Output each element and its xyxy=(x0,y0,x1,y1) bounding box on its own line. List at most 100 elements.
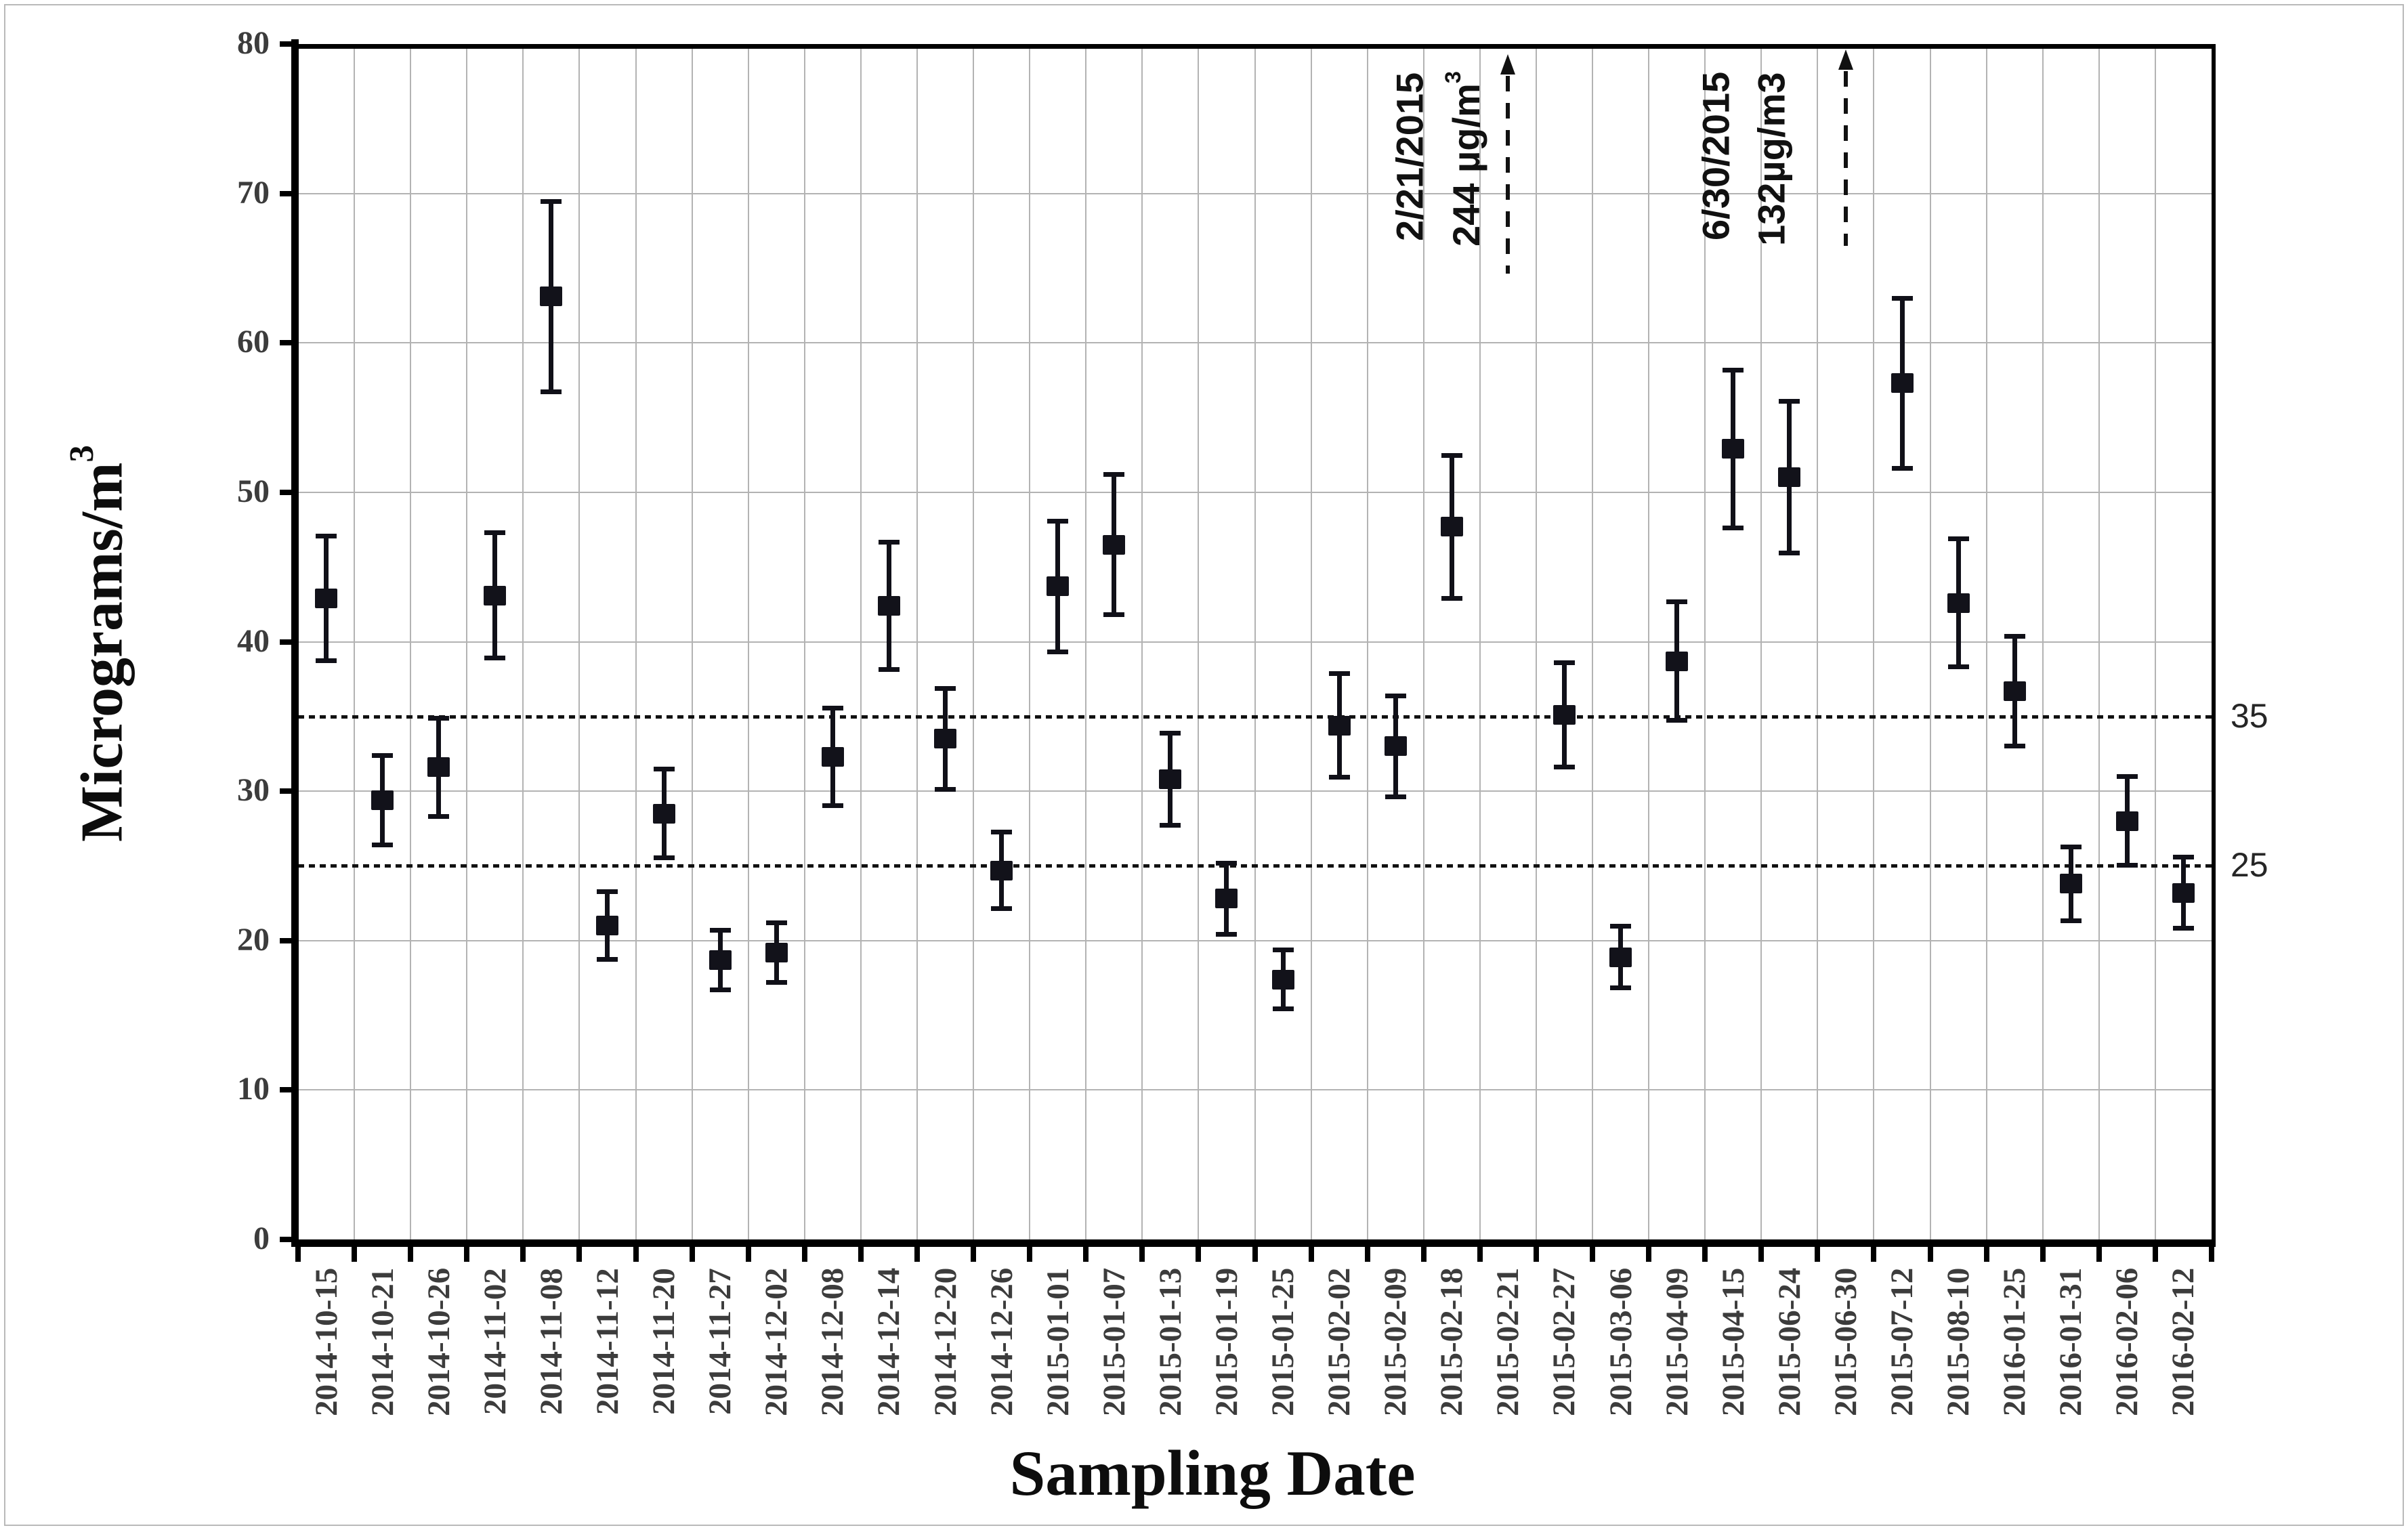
x-axis-date-label: 2015-06-30 xyxy=(1828,1268,1863,1417)
x-axis-tick xyxy=(2096,1247,2102,1262)
x-axis-tick xyxy=(1139,1247,1145,1262)
annotation-date-label: 2/21/2015 xyxy=(1388,72,1431,241)
data-point-marker xyxy=(1271,969,1294,990)
error-bar-cap-bottom xyxy=(1385,794,1406,799)
x-axis-tick xyxy=(1646,1247,1652,1262)
error-bar-cap-bottom xyxy=(1947,664,1969,669)
data-point-marker xyxy=(1552,705,1576,725)
x-axis-tick xyxy=(2152,1247,2158,1262)
error-bar-cap-top xyxy=(1160,731,1181,736)
y-axis-tick-label: 50 xyxy=(237,473,270,509)
error-bar-cap-bottom xyxy=(1103,612,1125,617)
x-axis-tick xyxy=(745,1247,751,1262)
vertical-gridline xyxy=(410,49,412,1239)
x-axis-date-label: 2015-02-18 xyxy=(1434,1268,1470,1417)
data-point-marker xyxy=(1609,947,1632,967)
error-bar-cap-bottom xyxy=(2172,926,2194,931)
y-axis-tick-label: 60 xyxy=(237,324,270,360)
annotation-dashed-arrow-line xyxy=(1843,71,1848,246)
x-axis-date-label: 2015-02-27 xyxy=(1546,1268,1582,1417)
data-point-marker xyxy=(427,757,450,778)
x-axis-date-label: 2015-04-09 xyxy=(1659,1268,1695,1417)
y-axis-tick-label: 10 xyxy=(237,1071,270,1107)
x-axis-date-label: 2014-11-02 xyxy=(477,1268,513,1415)
error-bar-cap-bottom xyxy=(1891,465,1913,471)
y-axis-tick xyxy=(280,639,298,645)
x-axis-date-label: 2015-01-07 xyxy=(1096,1268,1132,1417)
error-bar-cap-bottom xyxy=(2060,918,2082,924)
data-point-marker xyxy=(934,729,956,749)
vertical-gridline xyxy=(803,49,805,1239)
x-axis-line xyxy=(291,1239,2216,1247)
x-axis-date-label: 2015-02-09 xyxy=(1378,1268,1414,1417)
error-bar-cap-bottom xyxy=(1216,931,1238,937)
x-axis-tick xyxy=(2040,1247,2046,1262)
vertical-gridline xyxy=(2154,49,2156,1239)
x-axis-tick xyxy=(633,1247,639,1262)
x-axis-tick xyxy=(1420,1247,1427,1262)
y-axis-title-text: Micrograms/m xyxy=(69,462,135,842)
error-bar-cap-bottom xyxy=(878,667,900,673)
vertical-gridline xyxy=(1929,49,1931,1239)
vertical-gridline xyxy=(1029,49,1031,1239)
vertical-gridline xyxy=(1535,49,1537,1239)
x-axis-date-label: 2014-11-20 xyxy=(646,1268,682,1415)
vertical-gridline xyxy=(691,49,693,1239)
x-axis-date-label: 2015-01-19 xyxy=(1208,1268,1244,1417)
x-axis-date-label: 2014-12-26 xyxy=(984,1268,1019,1417)
error-bar-cap-top xyxy=(372,753,394,759)
vertical-gridline xyxy=(1141,49,1143,1239)
x-axis-date-label: 2015-08-10 xyxy=(1941,1268,1977,1417)
vertical-gridline xyxy=(1310,49,1312,1239)
x-axis-title: Sampling Date xyxy=(1009,1437,1416,1509)
y-axis-tick xyxy=(280,788,298,794)
vertical-gridline xyxy=(635,49,637,1239)
error-bar-cap-bottom xyxy=(1610,985,1632,991)
error-bar-cap-bottom xyxy=(1779,551,1800,556)
reference-line-35 xyxy=(298,715,2212,719)
vertical-gridline xyxy=(1985,49,1987,1239)
vertical-gridline xyxy=(1873,49,1875,1239)
error-bar-cap-top xyxy=(2060,844,2082,849)
x-axis-tick xyxy=(2209,1247,2214,1262)
x-axis-tick xyxy=(1027,1247,1033,1262)
y-axis-tick xyxy=(280,489,298,495)
y-axis-line xyxy=(291,39,299,1247)
vertical-gridline xyxy=(1198,49,1200,1239)
x-axis-tick xyxy=(520,1247,526,1262)
error-bar-cap-bottom xyxy=(1272,1006,1294,1012)
y-axis-tick xyxy=(280,1237,298,1242)
x-axis-tick xyxy=(1252,1247,1258,1262)
x-axis-tick xyxy=(858,1247,864,1262)
x-axis-tick xyxy=(352,1247,358,1262)
vertical-gridline xyxy=(1479,49,1481,1239)
x-axis-tick xyxy=(1702,1247,1708,1262)
error-bar-cap-top xyxy=(765,920,787,926)
error-bar-cap-bottom xyxy=(1328,775,1350,780)
vertical-gridline xyxy=(1704,49,1706,1239)
annotation-date-label: 6/30/2015 xyxy=(1694,71,1737,241)
data-point-marker xyxy=(1440,517,1463,537)
x-axis-tick xyxy=(1083,1247,1089,1262)
error-bar-cap-top xyxy=(1891,296,1913,301)
data-point-marker xyxy=(2115,811,2138,831)
data-point-marker xyxy=(1891,373,1914,394)
error-bar-cap-bottom xyxy=(597,957,618,962)
x-axis-tick xyxy=(801,1247,807,1262)
data-point-marker xyxy=(315,589,338,609)
x-axis-tick xyxy=(576,1247,583,1262)
x-axis-date-label: 2015-01-13 xyxy=(1152,1268,1188,1417)
y-axis-tick xyxy=(280,937,298,943)
y-axis-tick xyxy=(280,190,298,196)
data-point-marker xyxy=(1103,534,1126,555)
error-bar-cap-top xyxy=(2172,855,2194,860)
error-bar-cap-bottom xyxy=(2116,863,2138,868)
x-axis-tick xyxy=(1308,1247,1314,1262)
error-bar-cap-bottom xyxy=(1047,649,1069,654)
error-bar-cap-bottom xyxy=(372,842,394,847)
data-point-marker xyxy=(2172,883,2195,903)
reference-line-25 xyxy=(298,864,2212,868)
x-axis-tick xyxy=(1758,1247,1765,1262)
error-bar-cap-top xyxy=(1723,367,1744,373)
x-axis-date-label: 2014-11-27 xyxy=(702,1268,738,1415)
